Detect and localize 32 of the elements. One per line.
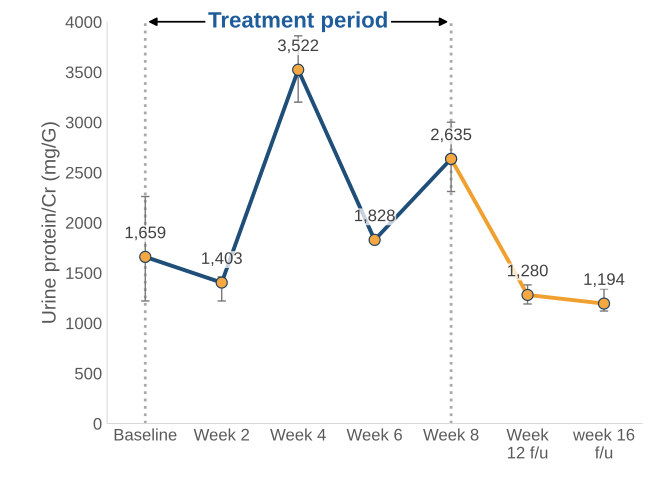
point xyxy=(444,152,458,165)
y-tick-label: 2500 xyxy=(66,166,102,179)
data-label: 1,280 xyxy=(508,264,548,278)
x-tick-label: Week 12 f/u xyxy=(506,428,549,459)
point xyxy=(521,288,534,302)
y-tick-label: 1000 xyxy=(66,317,102,330)
y-tick-label: 4000 xyxy=(65,16,102,28)
y-tick-label: 500 xyxy=(75,368,102,380)
point xyxy=(292,64,304,76)
data-label: 1,403 xyxy=(202,252,242,266)
y-tick-label: 2000 xyxy=(66,217,102,229)
data-label: 1,828 xyxy=(355,210,395,224)
data-label: 3,522 xyxy=(278,39,318,54)
data-label: 2,635 xyxy=(431,128,472,142)
x-tick-label: Week 2 xyxy=(194,428,249,441)
point xyxy=(139,250,152,263)
data-label: 1,659 xyxy=(126,226,166,240)
x-tick-label: Week 8 xyxy=(423,428,478,441)
point xyxy=(598,297,610,310)
point xyxy=(216,276,228,289)
x-tick-label: Week 6 xyxy=(346,428,402,441)
x-tick-label: week 16 f/u xyxy=(572,428,634,459)
data-label: 1,194 xyxy=(584,273,624,287)
y-tick-label: 3000 xyxy=(66,116,102,128)
x-tick-label: Week 4 xyxy=(270,428,326,441)
y-tick-label: 0 xyxy=(94,418,102,430)
y-tick-label: 1500 xyxy=(66,267,102,280)
y-tick-label: 3500 xyxy=(66,66,102,78)
point xyxy=(368,234,381,246)
y-axis-title: Urine protein/Cr (mg/G) xyxy=(41,122,60,323)
x-tick-label: Baseline xyxy=(114,428,176,441)
annotation: Treatment period xyxy=(208,11,387,32)
